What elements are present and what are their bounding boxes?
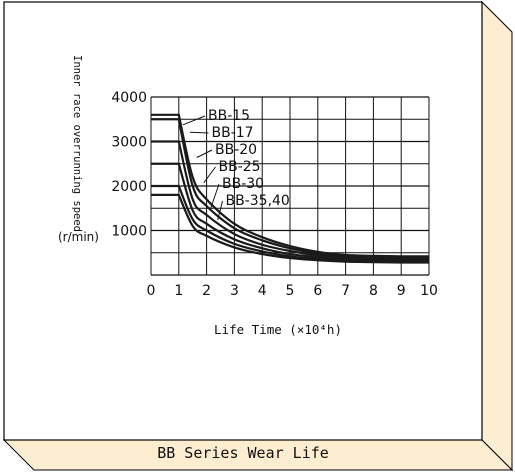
x-tick-label: 7 (341, 283, 350, 299)
series-leader-line (217, 200, 223, 221)
series-leader-line (196, 149, 213, 158)
series-leader-line (203, 166, 216, 184)
x-tick-label: 3 (230, 283, 239, 299)
figure-caption: BB Series Wear Life (157, 444, 329, 462)
y-tick-label: 2000 (111, 179, 147, 195)
x-tick-label: 9 (397, 283, 406, 299)
series-leader-line (210, 183, 220, 209)
x-tick-label: 10 (420, 283, 438, 299)
axis-ticks: 0 1 2 3 4 5 6 7 8 9 10 1000 2000 3000 4000 (111, 90, 438, 299)
series-line-bb-15 (151, 113, 430, 258)
x-tick-label: 2 (202, 283, 211, 299)
series-line-bb-35-40 (151, 193, 430, 264)
series-label: BB-15 (208, 108, 250, 124)
x-tick-label: 0 (147, 283, 156, 299)
x-tick-label: 6 (313, 283, 322, 299)
x-tick-label: 8 (369, 283, 378, 299)
y-tick-label: 1000 (111, 224, 147, 240)
series-label: BB-25 (219, 159, 261, 175)
series-leader-line (182, 115, 206, 126)
y-tick-label: 3000 (111, 135, 147, 151)
y-axis-unit: (r/min) (58, 230, 99, 244)
x-axis-label: Life Time (×10⁴h) (214, 322, 342, 337)
y-tick-label: 4000 (111, 90, 147, 106)
series-leader-line (189, 131, 209, 134)
x-tick-label: 5 (286, 283, 295, 299)
frame-bevel-right (481, 0, 513, 472)
plot-grid (150, 96, 430, 276)
frame-panel (3, 1, 483, 441)
series-label: BB-20 (215, 142, 257, 158)
series-line-bb-17 (151, 118, 430, 260)
series-line-bb-25 (151, 162, 430, 262)
y-axis-label: Inner race overrunning speed (71, 55, 83, 232)
x-tick-label: 1 (174, 283, 183, 299)
x-tick-label: 4 (258, 283, 267, 299)
series-curves (151, 113, 430, 264)
series-label: BB-35,40 (226, 193, 290, 209)
series-label: BB-17 (212, 125, 254, 141)
series-label: BB-30 (222, 176, 264, 192)
series-line-bb-20 (151, 140, 430, 261)
